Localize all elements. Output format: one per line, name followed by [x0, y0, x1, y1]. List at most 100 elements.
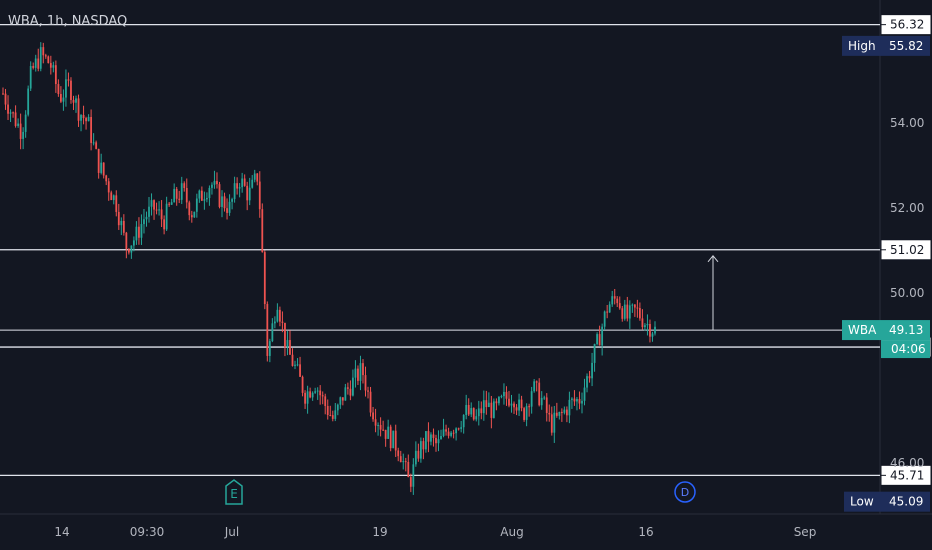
candle-body [339, 397, 342, 405]
candle-body [344, 387, 347, 401]
level-tag-label-0: 56.32 [890, 18, 924, 32]
candle-body [442, 429, 445, 437]
candle-body [299, 364, 301, 377]
annotations [707, 254, 719, 331]
candle-body [581, 400, 583, 404]
candle-body [452, 432, 455, 434]
dividend-marker-icon[interactable] [674, 481, 696, 503]
candle-body [276, 309, 279, 322]
candle-body [170, 202, 173, 205]
candle-body [520, 399, 523, 409]
candle-body [150, 200, 153, 207]
candle-body [437, 439, 440, 444]
time-axis[interactable]: 14 09:30 Jul 19 Aug 16 Sep [54, 525, 816, 539]
candle-body [369, 391, 372, 413]
candle-body [487, 402, 490, 408]
candle-body [545, 397, 548, 413]
candle-body [110, 192, 113, 201]
candle-body [127, 248, 130, 253]
candle-body [14, 112, 17, 126]
x-tick-1: 09:30 [130, 525, 165, 539]
candle-body [618, 303, 621, 309]
candle-body [42, 47, 45, 56]
candle-body [183, 183, 186, 188]
candle-body [576, 398, 578, 402]
candle-body [246, 185, 249, 201]
candle-body [130, 245, 133, 253]
candle-body [203, 199, 206, 201]
candle-body [447, 431, 450, 436]
candle-body [57, 84, 60, 95]
candle-body [281, 321, 284, 323]
candle-body [555, 412, 558, 416]
candle-body [583, 387, 586, 401]
candle-body [200, 190, 203, 201]
candle-body [384, 429, 387, 439]
candle-body [29, 66, 32, 89]
candle-body [606, 311, 609, 313]
candle-body [231, 199, 233, 202]
earnings-marker-icon[interactable] [225, 479, 243, 505]
candle-body [59, 94, 62, 102]
candle-body [27, 88, 30, 115]
candle-body [75, 98, 77, 103]
candle-body [591, 362, 593, 379]
candle-body [188, 202, 191, 216]
candle-body [510, 403, 513, 406]
candle-body [367, 390, 369, 392]
candle-body [352, 377, 354, 396]
dividend-marker-letter: D [681, 486, 689, 499]
candle-body [236, 183, 239, 189]
candle-body [404, 461, 407, 463]
candle-body [440, 436, 442, 440]
x-tick-0: 14 [54, 525, 69, 539]
candle-body [90, 116, 93, 143]
candle-body [198, 190, 201, 199]
candle-body [505, 391, 508, 399]
candle-body [286, 340, 289, 348]
countdown-tag [881, 340, 930, 359]
high-tag [842, 35, 930, 56]
candle-body [425, 431, 427, 450]
candle-body [37, 58, 40, 69]
candle-body [543, 397, 546, 399]
candle-body [112, 195, 115, 201]
candle-body [409, 477, 412, 487]
candle-body [17, 123, 20, 126]
candle-body [296, 364, 299, 366]
target-arrow-head[interactable] [707, 254, 719, 263]
candle-body [417, 450, 420, 459]
candle-body [185, 187, 188, 203]
candle-body [284, 322, 286, 348]
candle-body [578, 398, 581, 404]
candle-body [12, 112, 14, 114]
candle-body [518, 399, 520, 411]
candle-body [389, 426, 392, 449]
candle-body [97, 148, 100, 173]
candle-body [241, 178, 244, 188]
candle-body [316, 390, 319, 392]
candle-body [573, 398, 576, 402]
candle-body [485, 400, 488, 408]
candle-body [238, 187, 241, 189]
candle-body [273, 321, 276, 324]
candle-body [155, 209, 158, 211]
candle-body [279, 309, 281, 322]
candle-body [294, 364, 296, 366]
candle-body [633, 304, 636, 308]
candle-body [422, 441, 425, 450]
candle-body [432, 434, 435, 438]
candle-body [616, 298, 619, 304]
candle-body [336, 404, 339, 411]
candle-body [435, 437, 437, 444]
candle-body [341, 397, 344, 401]
candle-body [213, 180, 216, 185]
price-axis[interactable]: 56.3251.0248.7345.7154.0052.0050.0046.00… [842, 14, 932, 512]
candle-body [540, 397, 543, 406]
candle-body [523, 408, 525, 420]
candle-body [39, 47, 42, 69]
candle-body [445, 429, 447, 432]
